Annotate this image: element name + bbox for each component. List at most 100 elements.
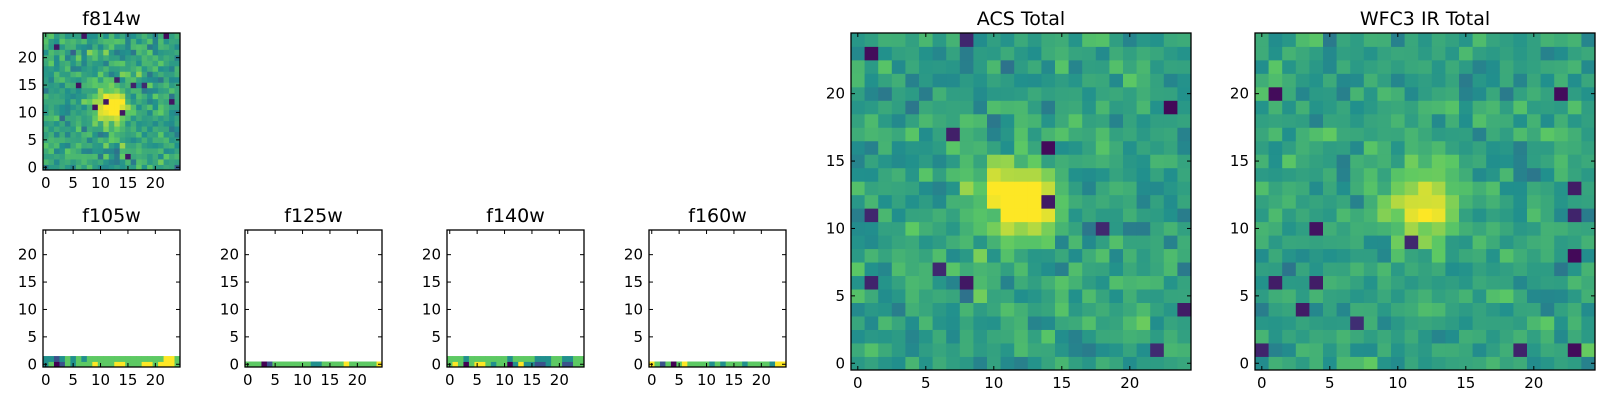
heatmap-cell — [919, 221, 933, 236]
heatmap-cell — [1472, 59, 1487, 74]
heatmap-cell — [1527, 127, 1541, 142]
heatmap-cell — [125, 54, 132, 61]
heatmap-cell — [932, 33, 947, 47]
heatmap-cell — [1323, 167, 1337, 182]
heatmap-cell — [1323, 289, 1337, 303]
x-tick-label: 20 — [146, 371, 165, 389]
heatmap-cell — [163, 93, 170, 100]
heatmap-cell — [1136, 329, 1151, 344]
heatmap-cell — [169, 142, 175, 149]
heatmap-cell — [1459, 181, 1473, 196]
heatmap-cell — [174, 356, 181, 362]
heatmap-cell — [578, 356, 585, 362]
heatmap-cell — [1268, 248, 1283, 263]
heatmap-cell — [92, 43, 99, 50]
heatmap-cell — [70, 49, 77, 56]
heatmap-cell — [1282, 262, 1297, 277]
heatmap-cell — [1567, 302, 1582, 317]
heatmap-cell — [1295, 221, 1310, 236]
heatmap-cell — [1445, 33, 1460, 47]
heatmap-cell — [1123, 100, 1137, 115]
heatmap-cell — [769, 361, 776, 368]
heatmap-cell — [1109, 140, 1124, 155]
heatmap-cell — [43, 98, 49, 105]
heatmap-cell — [130, 54, 137, 61]
heatmap-cell — [468, 356, 475, 362]
heatmap-cell — [1109, 73, 1124, 88]
heatmap-cell — [147, 43, 153, 50]
x-tick-label: 10 — [495, 371, 514, 389]
heatmap-cell — [973, 329, 988, 344]
heatmap-cell — [1581, 356, 1596, 371]
heatmap-cell — [1445, 316, 1460, 330]
heatmap-cell — [81, 71, 88, 78]
heatmap-cell — [1123, 329, 1137, 344]
heatmap-cell — [1513, 329, 1528, 344]
heatmap-cell — [1404, 33, 1419, 47]
heatmap-cell — [891, 140, 906, 155]
heatmap-cell — [1581, 113, 1596, 128]
heatmap-cell — [48, 93, 55, 100]
heatmap-cell — [48, 60, 55, 67]
heatmap-cell — [108, 137, 115, 143]
heatmap-cell — [174, 43, 181, 50]
heatmap-cell — [86, 164, 93, 171]
heatmap-cell — [905, 248, 920, 263]
heatmap-cell — [1554, 167, 1569, 182]
heatmap-cell — [59, 120, 66, 127]
heatmap-cell — [1363, 329, 1378, 344]
heatmap-cell — [905, 59, 920, 74]
heatmap-cell — [64, 98, 71, 105]
heatmap-cell — [158, 356, 164, 362]
heatmap-cell — [1000, 356, 1015, 371]
y-tick-label: 15 — [624, 273, 643, 291]
heatmap-cell — [1540, 154, 1555, 169]
heatmap-cell — [141, 164, 148, 171]
heatmap-cell — [959, 140, 974, 155]
heatmap-cell — [1027, 73, 1042, 88]
heatmap-cell — [169, 54, 175, 61]
heatmap-cell — [905, 329, 920, 344]
heatmap-cell — [1363, 140, 1378, 155]
heatmap-cell — [1459, 262, 1473, 277]
heatmap-cell — [1431, 262, 1446, 277]
heatmap-cell — [864, 33, 879, 47]
y-tick-label: 10 — [624, 300, 643, 318]
heatmap-cell — [1554, 86, 1569, 101]
heatmap-cell — [919, 235, 933, 250]
heatmap-cell — [1527, 167, 1541, 182]
heatmap-cell — [1527, 221, 1541, 236]
heatmap-cell — [1323, 221, 1337, 236]
heatmap-cell — [1295, 343, 1310, 357]
heatmap-cell — [1055, 73, 1069, 88]
heatmap-cell — [1431, 329, 1446, 344]
heatmap-cell — [1418, 46, 1433, 61]
heatmap-cell — [64, 33, 71, 39]
heatmap-cell — [1486, 194, 1501, 209]
heatmap-cell — [1350, 316, 1365, 330]
heatmap-cell — [1095, 235, 1110, 250]
heatmap-cell — [851, 262, 865, 277]
heatmap-cell — [1459, 167, 1473, 182]
heatmap-cell — [43, 104, 49, 111]
heatmap-cell — [1000, 140, 1015, 155]
heatmap-cell — [1150, 221, 1165, 236]
heatmap-cell — [1459, 86, 1473, 101]
heatmap-cell — [1513, 235, 1528, 250]
heatmap-cell — [1068, 46, 1083, 61]
heatmap-cell — [1363, 275, 1378, 290]
heatmap-cell — [1282, 329, 1297, 344]
heatmap-cell — [1459, 343, 1473, 357]
heatmap-cell — [1163, 59, 1178, 74]
heatmap-cell — [452, 361, 459, 368]
heatmap-cell — [1055, 181, 1069, 196]
heatmap-cell — [1082, 86, 1097, 101]
heatmap-cell — [1459, 59, 1473, 74]
heatmap-cell — [1177, 86, 1192, 101]
heatmap-cell — [1163, 235, 1178, 250]
heatmap-cell — [851, 235, 865, 250]
heatmap-cell — [1323, 127, 1337, 142]
heatmap-cell — [136, 87, 143, 94]
heatmap-cell — [97, 148, 104, 154]
heatmap-cell — [1486, 275, 1501, 290]
